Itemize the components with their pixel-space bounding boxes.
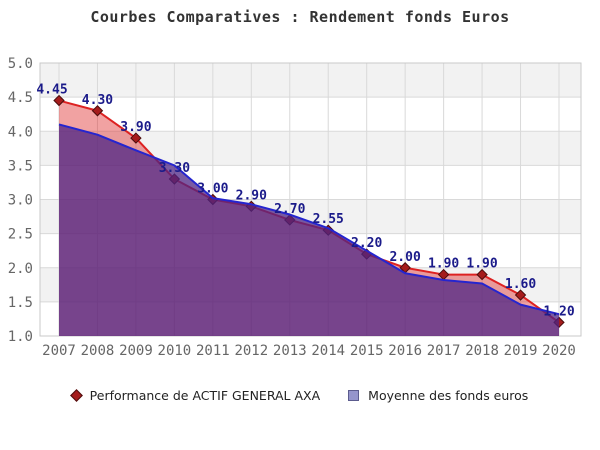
square-marker-icon — [348, 390, 360, 401]
x-axis-tick-label: 2007 — [42, 343, 76, 359]
series-area-1 — [59, 124, 559, 336]
x-axis-tick-label: 2009 — [119, 343, 153, 359]
y-axis-tick-label: 5.0 — [8, 56, 33, 72]
chart-title: Courbes Comparatives : Rendement fonds E… — [90, 8, 510, 26]
data-point-marker — [476, 268, 488, 281]
x-axis-tick-label: 2008 — [81, 343, 115, 359]
data-point-label: 4.30 — [82, 93, 113, 108]
data-point-label: 2.55 — [313, 212, 344, 227]
legend-item-moyenne: Moyenne des fonds euros — [348, 388, 528, 403]
chart-legend: Performance de ACTIF GENERAL AXA Moyenne… — [0, 388, 600, 403]
y-axis-tick-label: 1.0 — [8, 329, 33, 345]
data-point-label: 3.30 — [159, 161, 190, 176]
y-axis-tick-label: 2.0 — [8, 261, 33, 277]
legend-item-axa: Performance de ACTIF GENERAL AXA — [69, 388, 321, 403]
data-point-marker — [91, 105, 104, 117]
x-axis-tick-label: 2020 — [542, 343, 576, 359]
y-axis-tick-label: 2.5 — [8, 227, 33, 243]
data-point-label: 1.60 — [505, 277, 536, 292]
y-axis-tick-label: 4.5 — [8, 90, 33, 106]
x-axis-tick-label: 2015 — [350, 343, 384, 359]
x-axis-tick-label: 2018 — [465, 343, 499, 359]
data-point-label: 3.90 — [120, 120, 151, 135]
y-axis-tick-label: 4.0 — [8, 124, 33, 140]
x-axis-tick-label: 2011 — [196, 343, 230, 359]
x-axis-tick-label: 2013 — [273, 343, 307, 359]
x-axis-tick-label: 2010 — [158, 343, 192, 359]
data-point-label: 1.90 — [466, 257, 497, 272]
x-axis-tick-label: 2012 — [234, 343, 268, 359]
data-point-marker — [130, 132, 142, 144]
data-point-label: 1.90 — [428, 257, 459, 272]
series-line-1 — [58, 123, 560, 316]
y-axis-tick-label: 3.5 — [8, 158, 33, 174]
data-point-marker — [53, 94, 65, 107]
data-point-label: 3.00 — [197, 182, 228, 197]
data-point-label: 2.90 — [236, 188, 267, 203]
data-point-label: 4.45 — [36, 83, 67, 98]
data-point-label: 2.00 — [389, 250, 420, 265]
legend-label-axa: Performance de ACTIF GENERAL AXA — [89, 388, 321, 403]
data-point-label: 2.20 — [351, 236, 382, 251]
plot-band — [40, 97, 581, 132]
diamond-marker-icon — [69, 389, 83, 402]
legend-label-moyenne: Moyenne des fonds euros — [368, 388, 529, 403]
data-point-marker — [514, 289, 527, 301]
y-axis-tick-label: 3.0 — [8, 193, 33, 209]
x-axis-tick-label: 2016 — [388, 343, 422, 359]
data-point-label: 2.70 — [274, 202, 305, 217]
x-axis-tick-label: 2019 — [504, 343, 538, 359]
y-axis-tick-label: 1.5 — [8, 295, 33, 311]
x-axis-tick-label: 2017 — [427, 343, 461, 359]
plot-band — [40, 63, 581, 98]
data-point-label: 1.20 — [543, 304, 574, 319]
x-axis-tick-label: 2014 — [311, 343, 345, 359]
